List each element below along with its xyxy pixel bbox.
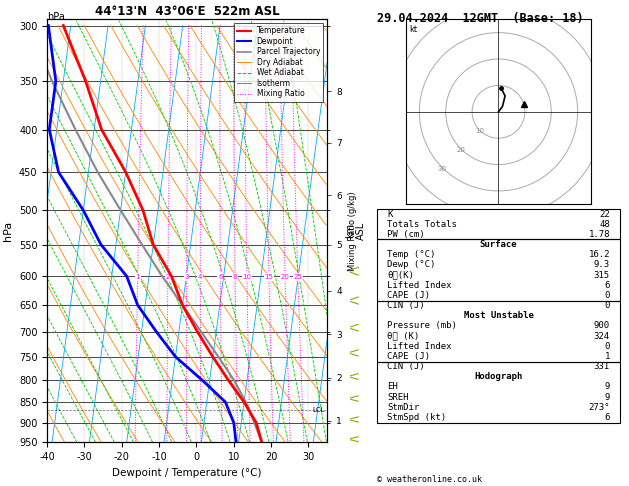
Text: StmSpd (kt): StmSpd (kt): [387, 413, 446, 422]
Text: 20: 20: [456, 147, 465, 153]
Text: SREH: SREH: [387, 393, 409, 401]
Text: CIN (J): CIN (J): [387, 301, 425, 310]
Text: Temp (°C): Temp (°C): [387, 250, 435, 259]
Text: 315: 315: [594, 271, 610, 279]
Bar: [377, 209, 620, 240]
Text: Surface: Surface: [480, 240, 517, 249]
Text: θᴇ(K): θᴇ(K): [387, 271, 414, 279]
Text: 6: 6: [604, 413, 610, 422]
Text: © weatheronline.co.uk: © weatheronline.co.uk: [377, 474, 482, 484]
Title: 44°13'N  43°06'E  522m ASL: 44°13'N 43°06'E 522m ASL: [95, 5, 279, 18]
Text: Totals Totals: Totals Totals: [387, 220, 457, 229]
Bar: [377, 240, 620, 300]
Text: 48: 48: [599, 220, 610, 229]
Text: 30: 30: [437, 166, 446, 172]
Text: CAPE (J): CAPE (J): [387, 352, 430, 361]
Text: 0: 0: [604, 291, 610, 300]
Text: Mixing Ratio (g/kg): Mixing Ratio (g/kg): [348, 191, 357, 271]
Y-axis label: hPa: hPa: [3, 221, 13, 241]
Text: PW (cm): PW (cm): [387, 230, 425, 239]
Text: K: K: [387, 209, 392, 219]
Text: 25: 25: [294, 274, 302, 280]
X-axis label: Dewpoint / Temperature (°C): Dewpoint / Temperature (°C): [113, 468, 262, 478]
Text: Dewp (°C): Dewp (°C): [387, 260, 435, 269]
Text: 20: 20: [281, 274, 289, 280]
Text: 29.04.2024  12GMT  (Base: 18): 29.04.2024 12GMT (Base: 18): [377, 12, 584, 25]
Text: 324: 324: [594, 331, 610, 341]
Text: 273°: 273°: [588, 403, 610, 412]
Y-axis label: km
ASL: km ASL: [345, 222, 366, 240]
Text: Hodograph: Hodograph: [474, 372, 523, 382]
Text: θᴇ (K): θᴇ (K): [387, 331, 420, 341]
Text: 9: 9: [604, 393, 610, 401]
Text: EH: EH: [387, 382, 398, 392]
Text: CIN (J): CIN (J): [387, 362, 425, 371]
Text: Lifted Index: Lifted Index: [387, 281, 452, 290]
Text: hPa: hPa: [47, 12, 65, 22]
Text: 1: 1: [604, 352, 610, 361]
Bar: [377, 362, 620, 423]
Text: 900: 900: [594, 321, 610, 330]
Text: 3: 3: [184, 274, 189, 280]
Text: Pressure (mb): Pressure (mb): [387, 321, 457, 330]
Text: 0: 0: [604, 342, 610, 351]
Text: kt: kt: [409, 25, 417, 34]
Text: 10: 10: [475, 128, 484, 134]
Text: 8: 8: [233, 274, 237, 280]
Text: 331: 331: [594, 362, 610, 371]
Text: Most Unstable: Most Unstable: [464, 312, 533, 320]
Bar: [377, 300, 620, 362]
Text: 6: 6: [218, 274, 223, 280]
Text: 16.2: 16.2: [588, 250, 610, 259]
Text: 0: 0: [604, 301, 610, 310]
Text: LCL: LCL: [313, 407, 325, 414]
Text: 22: 22: [599, 209, 610, 219]
Text: 1.78: 1.78: [588, 230, 610, 239]
Text: 10: 10: [242, 274, 252, 280]
Text: Lifted Index: Lifted Index: [387, 342, 452, 351]
Text: 6: 6: [604, 281, 610, 290]
Text: 1: 1: [135, 274, 140, 280]
Legend: Temperature, Dewpoint, Parcel Trajectory, Dry Adiabat, Wet Adiabat, Isotherm, Mi: Temperature, Dewpoint, Parcel Trajectory…: [234, 23, 323, 102]
Text: 4: 4: [198, 274, 203, 280]
Text: CAPE (J): CAPE (J): [387, 291, 430, 300]
Text: 15: 15: [264, 274, 274, 280]
Text: 2: 2: [165, 274, 170, 280]
Text: StmDir: StmDir: [387, 403, 420, 412]
Text: 9.3: 9.3: [594, 260, 610, 269]
Text: 9: 9: [604, 382, 610, 392]
